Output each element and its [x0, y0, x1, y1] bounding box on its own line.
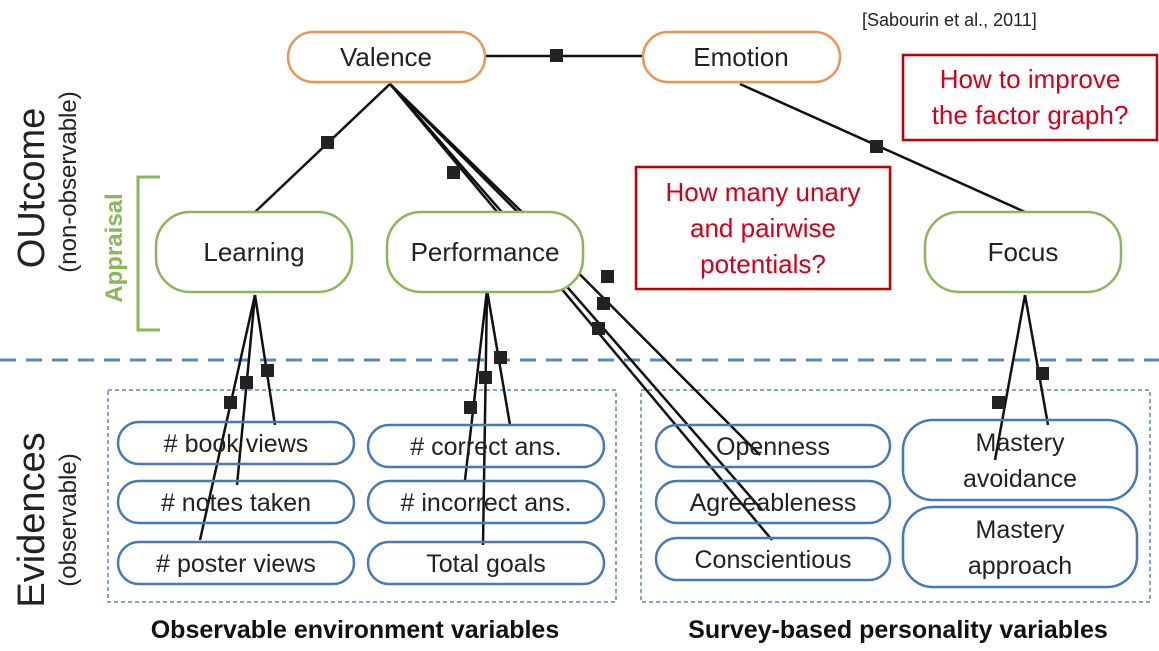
node-mastery-approach [901, 505, 1139, 589]
node-notes-taken [116, 479, 356, 525]
question-improve: How to improve the factor graph? [901, 53, 1159, 142]
node-openness [654, 423, 892, 469]
factor-valence-emotion [550, 49, 563, 62]
svg-text:potentials?: potentials? [700, 249, 826, 279]
node-total-goals [366, 540, 606, 586]
survey-evidence-nodes [654, 418, 1139, 589]
node-mastery-avoidance [901, 418, 1139, 502]
edge-valence-conscientious [389, 83, 773, 541]
node-valence: Valence [286, 30, 487, 84]
factor-valence-openness [601, 270, 614, 283]
node-emotion: Emotion [641, 30, 842, 84]
node-book-views [116, 420, 356, 466]
footer-survey: Survey-based personality variables [688, 616, 1108, 644]
factor-focus-approach [1036, 367, 1049, 380]
appraisal-label: Appraisal [101, 193, 128, 302]
factor-valence-learning [321, 136, 334, 149]
edge-focus-avoidance [993, 294, 1027, 461]
node-performance: Performance [385, 210, 585, 294]
label-total-goals: Total goals [426, 550, 546, 578]
svg-text:Focus: Focus [988, 237, 1059, 267]
svg-text:Emotion: Emotion [693, 42, 788, 72]
svg-text:How to improve: How to improve [940, 64, 1121, 94]
label-mastery-approach-2: approach [968, 552, 1072, 580]
edge-learning-book [253, 294, 277, 426]
svg-text:How many unary: How many unary [665, 177, 860, 207]
edge-learning-poster [198, 294, 257, 541]
edge-learning-notes [235, 294, 257, 486]
node-incorrect-ans [366, 479, 606, 525]
factor-performance-incorrect [464, 401, 477, 414]
factor-valence-conscientious [592, 322, 605, 335]
env-evidence-nodes [116, 420, 606, 586]
evidences-label: Evidences [11, 432, 53, 607]
env-variables-group [107, 389, 617, 603]
factors [224, 49, 1049, 414]
label-mastery-avoidance-2: avoidance [963, 465, 1077, 493]
label-conscientious: Conscientious [694, 546, 851, 574]
label-poster-views: # poster views [156, 550, 316, 578]
evidences-sublabel: (observable) [55, 453, 82, 586]
node-correct-ans [366, 423, 606, 469]
footer-env: Observable environment variables [151, 616, 560, 644]
label-incorrect-ans: # incorrect ans. [401, 489, 572, 517]
node-agreeableness [654, 479, 892, 525]
label-agreeableness: Agreeableness [690, 489, 857, 517]
label-mastery-avoidance-1: Mastery [976, 429, 1065, 457]
svg-text:Valence: Valence [340, 42, 432, 72]
svg-text:Learning: Learning [203, 237, 304, 267]
citation: [Sabourin et al., 2011] [862, 10, 1037, 30]
node-focus: Focus [923, 210, 1123, 294]
factor-focus-avoidance [992, 396, 1005, 409]
factor-valence-agreeableness [597, 297, 610, 310]
factor-learning-notes [240, 376, 253, 389]
label-openness: Openness [716, 433, 830, 461]
factor-learning-poster [224, 396, 237, 409]
question-potentials: How many unary and pairwise potentials? [634, 165, 892, 291]
edge-focus-approach [1023, 294, 1050, 426]
survey-variables-group [640, 389, 1151, 603]
factor-emotion-focus [870, 140, 883, 153]
node-learning: Learning [154, 210, 354, 294]
svg-text:and pairwise: and pairwise [690, 213, 836, 243]
label-correct-ans: # correct ans. [410, 433, 561, 461]
label-mastery-approach-1: Mastery [976, 516, 1065, 544]
node-conscientious [654, 536, 892, 582]
edge-performance-total [481, 289, 489, 546]
label-notes-taken: # notes taken [161, 489, 311, 517]
appraisal-bracket [136, 175, 160, 332]
factor-performance-correct [494, 351, 507, 364]
factor-learning-book [261, 364, 274, 377]
edge-valence-agreeableness [389, 83, 763, 511]
label-book-views: # book views [164, 430, 309, 458]
outcome-label: OUtcome [11, 108, 53, 268]
factor-valence-performance [447, 166, 460, 179]
factor-performance-total [479, 371, 492, 384]
edge-performance-incorrect [463, 289, 489, 481]
node-poster-views [116, 540, 356, 586]
svg-text:the factor graph?: the factor graph? [932, 100, 1129, 130]
svg-text:Performance: Performance [411, 237, 560, 267]
outcome-sublabel: (non-observable) [55, 91, 82, 272]
